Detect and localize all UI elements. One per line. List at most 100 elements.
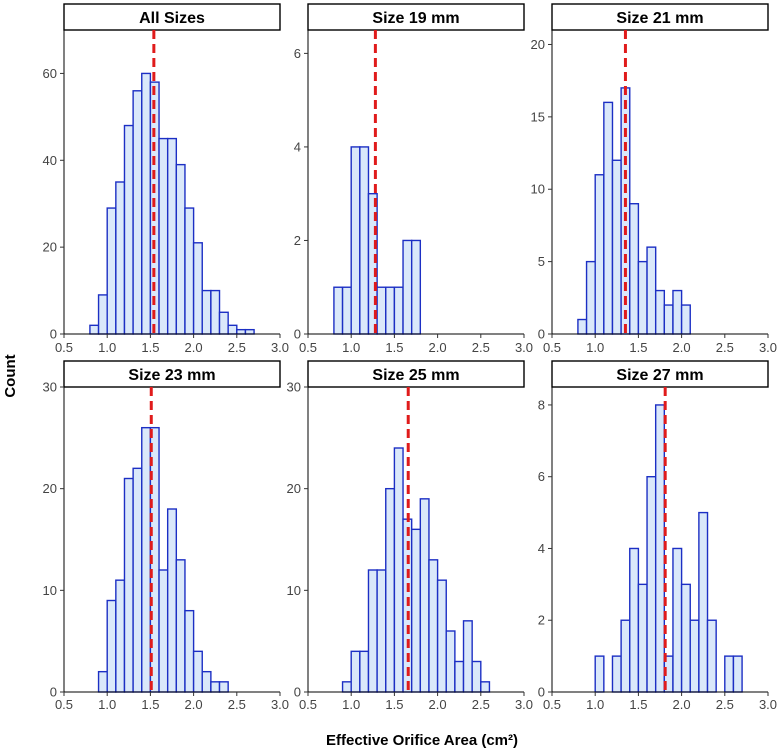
panel-strip bbox=[307, 3, 525, 31]
histogram-bar bbox=[132, 90, 143, 335]
x-tick-label: 0.5 bbox=[55, 697, 73, 712]
x-tick-label: 0.5 bbox=[299, 697, 317, 712]
histogram-bar bbox=[594, 174, 605, 335]
x-tick-label: 3.0 bbox=[759, 697, 777, 712]
x-tick-label: 2.0 bbox=[429, 697, 447, 712]
histogram-bar bbox=[646, 476, 657, 693]
x-tick-label: 2.5 bbox=[716, 697, 734, 712]
histogram-bar bbox=[637, 583, 648, 693]
x-tick-label: 1.5 bbox=[629, 340, 647, 355]
histogram-bar bbox=[480, 681, 491, 693]
histogram-bar bbox=[210, 681, 221, 693]
y-tick-label: 10 bbox=[43, 583, 57, 598]
x-tick-label: 1.0 bbox=[586, 697, 604, 712]
histogram-bar bbox=[123, 477, 134, 693]
panel-title: Size 19 mm bbox=[372, 10, 459, 27]
panel-title: Size 21 mm bbox=[616, 10, 703, 27]
histogram-bar bbox=[706, 619, 717, 693]
y-tick-label: 30 bbox=[43, 380, 57, 395]
y-tick-label: 15 bbox=[531, 109, 545, 124]
x-tick-label: 2.0 bbox=[673, 340, 691, 355]
x-tick-label: 2.0 bbox=[185, 340, 203, 355]
histogram-bar bbox=[89, 324, 100, 335]
y-tick-label: 0 bbox=[538, 327, 545, 342]
y-tick-label: 30 bbox=[287, 380, 301, 395]
x-tick-label: 1.5 bbox=[141, 340, 159, 355]
y-tick-label: 10 bbox=[287, 583, 301, 598]
histogram-bar bbox=[724, 655, 735, 693]
histogram-bar bbox=[603, 101, 614, 335]
panel-strip bbox=[551, 360, 769, 388]
histogram-bar bbox=[97, 294, 108, 335]
histogram-bar bbox=[646, 246, 657, 335]
x-tick-label: 1.0 bbox=[342, 697, 360, 712]
histogram-bar bbox=[201, 670, 212, 693]
histogram-bar bbox=[680, 304, 691, 335]
x-tick-label: 1.0 bbox=[586, 340, 604, 355]
histogram-bar bbox=[471, 660, 482, 693]
histogram-bar bbox=[698, 511, 709, 693]
y-tick-label: 2 bbox=[294, 233, 301, 248]
histogram-bar bbox=[462, 620, 473, 693]
x-tick-label: 0.5 bbox=[55, 340, 73, 355]
histogram-bar bbox=[629, 203, 640, 335]
histogram-bar bbox=[680, 583, 691, 693]
histogram-bar bbox=[385, 286, 396, 335]
histogram-bar bbox=[376, 569, 387, 693]
histogram-bar bbox=[175, 163, 186, 335]
panel-6: Size 27 mm 0 2 4 6 8 0.5 1.0 1.5 2.0 2.5 3.0 bbox=[538, 360, 777, 712]
histogram-bar bbox=[385, 487, 396, 693]
histogram-bar bbox=[654, 289, 666, 335]
histogram-bar bbox=[393, 447, 404, 693]
histogram-bar bbox=[115, 579, 126, 693]
y-tick-label: 40 bbox=[43, 153, 57, 168]
histogram-bar bbox=[402, 239, 413, 335]
x-tick-label: 2.5 bbox=[472, 697, 490, 712]
y-tick-label: 6 bbox=[294, 46, 301, 61]
y-tick-label: 4 bbox=[538, 541, 545, 556]
x-tick-label: 2.0 bbox=[429, 340, 447, 355]
histogram-bar bbox=[410, 528, 422, 693]
x-tick-label: 1.0 bbox=[98, 697, 116, 712]
y-tick-label: 4 bbox=[294, 139, 301, 154]
histogram-bar bbox=[123, 124, 134, 335]
x-tick-label: 1.5 bbox=[385, 697, 403, 712]
panel-strip bbox=[63, 3, 281, 31]
y-tick-label: 5 bbox=[538, 254, 545, 269]
y-tick-label: 60 bbox=[43, 66, 57, 81]
x-tick-label: 1.0 bbox=[342, 340, 360, 355]
histogram-bar bbox=[454, 660, 465, 693]
histogram-bar bbox=[359, 650, 370, 693]
y-tick-label: 8 bbox=[538, 397, 545, 412]
histogram-bar bbox=[227, 324, 238, 335]
histogram-bar bbox=[732, 655, 743, 693]
histogram-bar bbox=[350, 650, 361, 693]
y-tick-label: 0 bbox=[50, 327, 57, 342]
panel-2: Size 19 mm 0 2 4 6 0.5 1.0 1.5 2.0 2.5 3.0 bbox=[294, 3, 533, 355]
y-tick-label: 0 bbox=[50, 685, 57, 700]
histogram-bar bbox=[654, 404, 666, 693]
histogram-bar bbox=[132, 467, 143, 693]
panel-1: All Sizes 0 20 40 60 0.5 1.0 1.5 2.0 2.5 3.0 bbox=[43, 3, 289, 355]
panel-4: Size 23 mm 0 10 20 30 0.5 1.0 1.5 2.0 2.5 3.0 bbox=[43, 360, 289, 712]
x-tick-label: 0.5 bbox=[543, 340, 561, 355]
histogram-bar bbox=[611, 655, 622, 693]
panel-title: All Sizes bbox=[139, 10, 205, 27]
histogram-bar bbox=[672, 547, 683, 693]
histogram-bar bbox=[158, 137, 169, 335]
histogram-bar bbox=[341, 681, 352, 693]
histogram-bar bbox=[236, 328, 247, 335]
histogram-bar bbox=[393, 286, 404, 335]
x-tick-label: 2.0 bbox=[185, 697, 203, 712]
x-tick-label: 2.0 bbox=[673, 697, 691, 712]
y-axis-title: Count bbox=[2, 354, 19, 397]
histogram-bar bbox=[577, 318, 588, 335]
histogram-bar bbox=[350, 146, 361, 335]
y-tick-label: 20 bbox=[43, 481, 57, 496]
histogram-bar bbox=[333, 286, 344, 335]
histogram-bar bbox=[367, 569, 378, 693]
histogram-bar bbox=[210, 289, 221, 335]
x-tick-label: 3.0 bbox=[271, 697, 289, 712]
histogram-bar bbox=[106, 207, 117, 335]
